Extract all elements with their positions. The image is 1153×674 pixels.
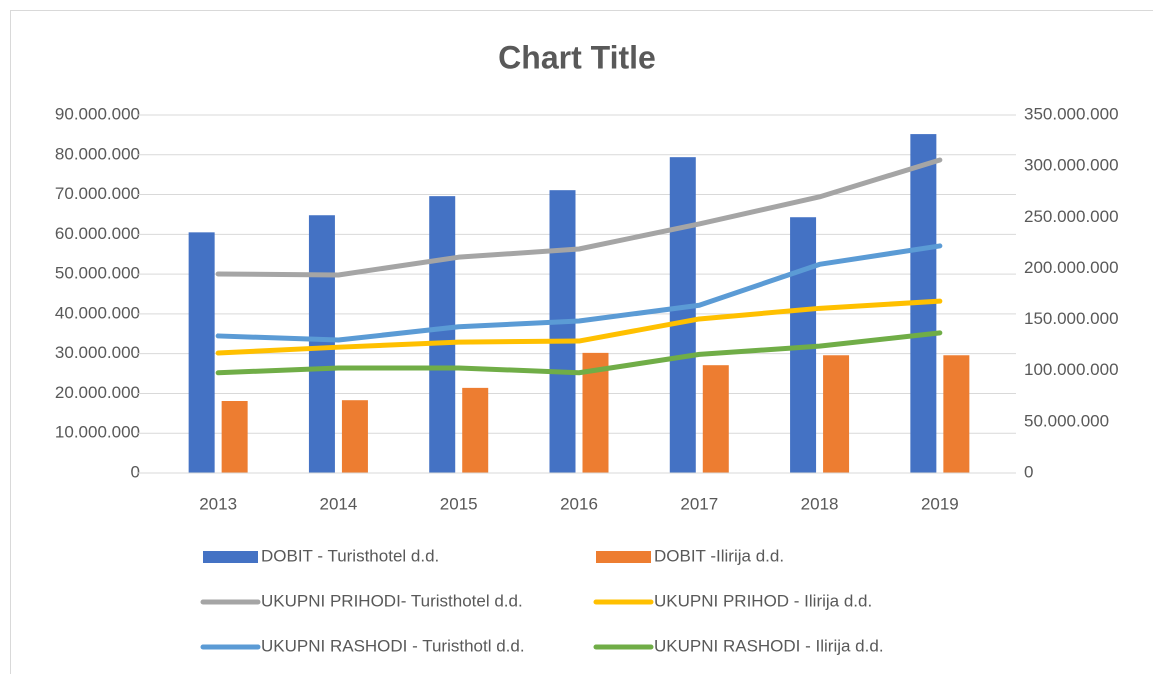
bar bbox=[429, 196, 456, 473]
legend-label: UKUPNI PRIHOD - Ilirija d.d. bbox=[654, 591, 872, 610]
bar bbox=[188, 232, 215, 473]
line-series bbox=[215, 243, 943, 343]
y-tick-label: 60.000.000 bbox=[55, 224, 140, 243]
legend-swatch bbox=[203, 551, 258, 563]
bar bbox=[308, 215, 335, 474]
y-tick-label: 90.000.000 bbox=[55, 104, 140, 123]
bar bbox=[341, 400, 368, 473]
bar bbox=[221, 401, 248, 473]
chart-title: Chart Title bbox=[498, 39, 656, 75]
x-tick-label: 2019 bbox=[921, 494, 959, 513]
y-tick-label: 10.000.000 bbox=[55, 423, 140, 442]
y-tick-label: 50.000.000 bbox=[55, 264, 140, 283]
y2-tick-label: 150.000.000 bbox=[1024, 309, 1119, 328]
x-tick-label: 2014 bbox=[320, 494, 358, 513]
bar bbox=[823, 355, 850, 473]
x-tick-label: 2018 bbox=[801, 494, 839, 513]
y-tick-label: 70.000.000 bbox=[55, 184, 140, 203]
legend-swatch bbox=[596, 551, 651, 563]
legend-label: DOBIT -Ilirija d.d. bbox=[654, 546, 784, 565]
y2-tick-label: 100.000.000 bbox=[1024, 360, 1119, 379]
legend-label: UKUPNI PRIHODI- Turisthotel d.d. bbox=[261, 591, 523, 610]
y-tick-label: 30.000.000 bbox=[55, 343, 140, 362]
y2-tick-label: 250.000.000 bbox=[1024, 207, 1119, 226]
y-tick-label: 20.000.000 bbox=[55, 383, 140, 402]
y2-tick-label: 0 bbox=[1024, 462, 1033, 481]
line-series bbox=[215, 298, 943, 356]
bar bbox=[943, 355, 970, 473]
bar bbox=[669, 157, 696, 474]
y2-tick-label: 50.000.000 bbox=[1024, 411, 1109, 430]
y-tick-label: 80.000.000 bbox=[55, 144, 140, 163]
x-tick-label: 2015 bbox=[440, 494, 478, 513]
bar bbox=[702, 365, 729, 473]
y2-tick-label: 200.000.000 bbox=[1024, 258, 1119, 277]
y-tick-label: 40.000.000 bbox=[55, 303, 140, 322]
chart-frame bbox=[10, 10, 1153, 674]
y2-tick-label: 350.000.000 bbox=[1024, 104, 1119, 123]
y-tick-label: 0 bbox=[131, 462, 140, 481]
legend-label: DOBIT - Turisthotel d.d. bbox=[261, 546, 439, 565]
bar bbox=[462, 387, 489, 473]
line-series bbox=[215, 330, 943, 376]
x-tick-label: 2017 bbox=[680, 494, 718, 513]
legend-label: UKUPNI RASHODI - Turisthotl d.d. bbox=[261, 636, 525, 655]
x-tick-label: 2013 bbox=[199, 494, 237, 513]
x-tick-label: 2016 bbox=[560, 494, 598, 513]
legend-label: UKUPNI RASHODI - Ilirija d.d. bbox=[654, 636, 884, 655]
line-series bbox=[215, 157, 943, 278]
y2-tick-label: 300.000.000 bbox=[1024, 156, 1119, 175]
bar bbox=[549, 190, 576, 473]
